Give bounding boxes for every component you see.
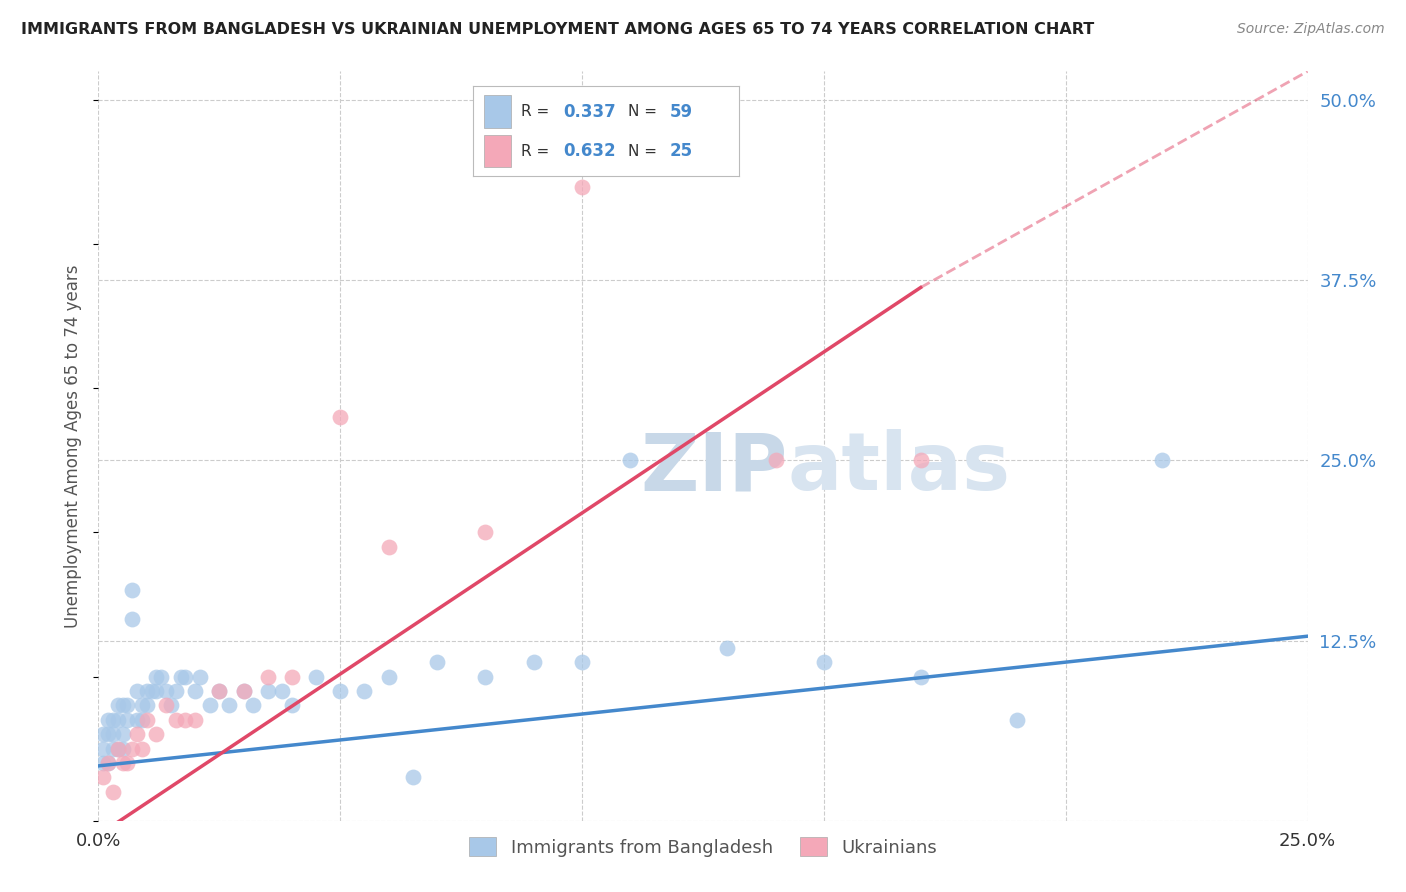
Point <box>145 727 167 741</box>
Point <box>1007 713 1029 727</box>
Point <box>256 684 278 698</box>
Point <box>101 713 124 727</box>
Point <box>145 669 167 683</box>
Point <box>813 655 835 669</box>
Point <box>111 741 134 756</box>
Point <box>121 741 143 756</box>
Point <box>135 713 157 727</box>
Point <box>155 684 177 698</box>
Point <box>1152 453 1174 467</box>
Point <box>716 640 738 655</box>
Point <box>145 684 167 698</box>
Point <box>329 684 352 698</box>
Point <box>474 669 496 683</box>
Point <box>281 698 304 713</box>
Point <box>619 453 641 467</box>
Point <box>198 698 221 713</box>
Point <box>165 684 187 698</box>
Point <box>135 684 157 698</box>
Point <box>121 612 143 626</box>
Point <box>232 684 254 698</box>
Point <box>107 741 129 756</box>
Point <box>101 727 124 741</box>
Point <box>184 684 207 698</box>
Point <box>97 756 120 770</box>
Point <box>127 713 149 727</box>
Point <box>208 684 231 698</box>
Point <box>131 741 153 756</box>
Y-axis label: Unemployment Among Ages 65 to 74 years: Unemployment Among Ages 65 to 74 years <box>65 264 83 628</box>
Point <box>353 684 375 698</box>
Text: IMMIGRANTS FROM BANGLADESH VS UKRAINIAN UNEMPLOYMENT AMONG AGES 65 TO 74 YEARS C: IMMIGRANTS FROM BANGLADESH VS UKRAINIAN … <box>21 22 1094 37</box>
Point <box>305 669 328 683</box>
Point <box>131 713 153 727</box>
Text: atlas: atlas <box>787 429 1011 508</box>
Point <box>97 727 120 741</box>
Point <box>127 684 149 698</box>
Point <box>111 698 134 713</box>
Point <box>97 713 120 727</box>
Point <box>523 655 546 669</box>
Point <box>271 684 294 698</box>
Point <box>101 741 124 756</box>
Point <box>97 756 120 770</box>
Point <box>188 669 211 683</box>
Point <box>117 698 139 713</box>
Point <box>765 453 787 467</box>
Point <box>131 698 153 713</box>
Point <box>329 410 352 425</box>
Point <box>91 756 114 770</box>
Point <box>101 785 124 799</box>
Point <box>160 698 183 713</box>
Point <box>150 669 173 683</box>
Point <box>402 771 425 785</box>
Point <box>107 713 129 727</box>
Point <box>121 583 143 598</box>
Point <box>141 684 163 698</box>
Point <box>184 713 207 727</box>
Point <box>111 756 134 770</box>
Point <box>208 684 231 698</box>
Point <box>571 655 593 669</box>
Point <box>117 713 139 727</box>
Point <box>107 741 129 756</box>
Point <box>242 698 264 713</box>
Point <box>910 453 932 467</box>
Point <box>474 525 496 540</box>
Point <box>910 669 932 683</box>
Point <box>377 540 399 554</box>
Point <box>174 669 197 683</box>
Point <box>218 698 240 713</box>
Point <box>91 741 114 756</box>
Text: Source: ZipAtlas.com: Source: ZipAtlas.com <box>1237 22 1385 37</box>
Point <box>127 727 149 741</box>
Point <box>256 669 278 683</box>
Text: ZIP: ZIP <box>640 429 787 508</box>
Point <box>281 669 304 683</box>
Legend: Immigrants from Bangladesh, Ukrainians: Immigrants from Bangladesh, Ukrainians <box>461 830 945 864</box>
Point <box>174 713 197 727</box>
Point <box>426 655 449 669</box>
Point <box>111 727 134 741</box>
Point <box>155 698 177 713</box>
Point <box>232 684 254 698</box>
Point <box>169 669 191 683</box>
Point <box>135 698 157 713</box>
Point <box>165 713 187 727</box>
Point <box>91 727 114 741</box>
Point <box>117 756 139 770</box>
Point <box>107 698 129 713</box>
Point <box>377 669 399 683</box>
Point <box>91 771 114 785</box>
Point <box>571 179 593 194</box>
